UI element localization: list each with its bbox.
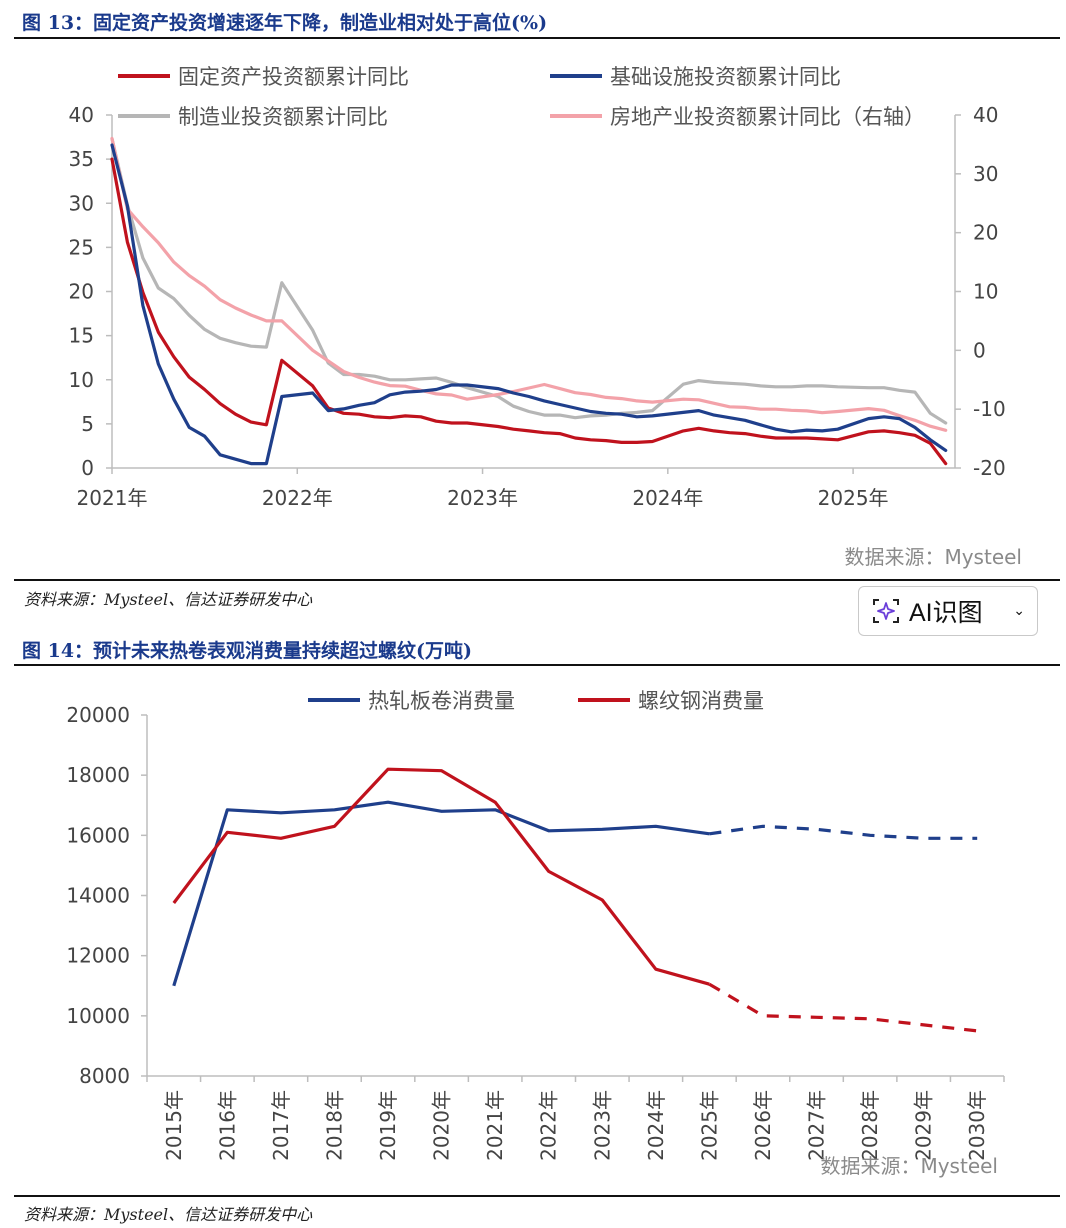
inner-source-label: 数据来源：Mysteel — [820, 1154, 998, 1178]
right-axis-tick-label: -10 — [973, 397, 1006, 421]
x-axis-tick-label: 2026年 — [751, 1090, 775, 1161]
x-axis-tick-label: 2025年 — [697, 1090, 721, 1161]
legend-label: 房地产业投资额累计同比（右轴） — [610, 105, 925, 129]
figure-13-chart: 0 5 10 15 20 25 30 35 40 -20 -10 0 10 20 30 40 2021年 2022… — [69, 65, 1022, 569]
x-axis-tick-label: 2023年 — [590, 1090, 614, 1161]
left-axis-tick-label: 10 — [69, 368, 94, 392]
ai-button-label: AI识图 — [909, 599, 983, 627]
x-axis-tick-label: 2016年 — [215, 1090, 239, 1161]
x-axis-tick-label: 2028年 — [858, 1090, 882, 1161]
right-axis-tick-label: 10 — [973, 280, 998, 304]
left-axis-tick-label: 5 — [81, 412, 94, 436]
x-axis-tick-label: 2025年 — [818, 486, 889, 510]
legend-label: 固定资产投资额累计同比 — [178, 65, 409, 89]
chevron-down-icon: ⌄ — [1013, 603, 1025, 619]
right-axis-tick-label: 20 — [973, 221, 998, 245]
x-axis-tick-label: 2019年 — [376, 1090, 400, 1161]
figure-14-title: 图 14：预计未来热卷表观消费量持续超过螺纹(万吨) — [22, 640, 473, 662]
right-axis-tick-label: 0 — [973, 338, 986, 362]
y-axis-tick-label: 20000 — [66, 703, 130, 727]
right-axis-tick-label: 40 — [973, 103, 998, 127]
left-axis-tick-label: 35 — [69, 147, 94, 171]
x-axis-tick-label: 2015年 — [162, 1090, 186, 1161]
figure-14-top-rule — [14, 664, 1060, 666]
line-series-1-forecast — [708, 982, 978, 1033]
left-axis-tick-label: 0 — [81, 456, 94, 480]
y-axis-tick-label: 16000 — [66, 823, 130, 847]
x-axis-tick-label: 2030年 — [965, 1090, 989, 1161]
figure-13-top-rule — [14, 37, 1060, 39]
legend-label: 基础设施投资额累计同比 — [610, 65, 841, 89]
right-axis-tick-label: -20 — [973, 456, 1006, 480]
x-axis-tick-label: 2017年 — [269, 1090, 293, 1161]
legend-label: 制造业投资额累计同比 — [178, 105, 388, 129]
sparkle-scan-icon — [873, 599, 899, 623]
figure-14-chart: 8000 10000 12000 14000 16000 18000 20000 2015年 2… — [66, 689, 1005, 1178]
left-axis-tick-label: 25 — [69, 235, 94, 259]
legend-label: 热轧板卷消费量 — [368, 689, 515, 713]
x-axis-tick-label: 2022年 — [537, 1090, 561, 1161]
inner-source-label: 数据来源：Mysteel — [844, 545, 1022, 569]
x-axis-tick-label: 2024年 — [644, 1090, 668, 1161]
y-axis-tick-label: 14000 — [66, 884, 130, 908]
y-axis-tick-label: 12000 — [66, 944, 130, 968]
line-series-2 — [110, 137, 948, 425]
left-axis-tick-label: 30 — [69, 191, 94, 215]
legend-label: 螺纹钢消费量 — [638, 689, 764, 713]
x-axis-tick-label: 2021年 — [77, 486, 148, 510]
x-axis-tick-label: 2024年 — [632, 486, 703, 510]
figure-13-bottom-rule — [14, 579, 1060, 581]
line-series-0-forecast — [709, 824, 978, 840]
figure-13-title: 图 13：固定资产投资增速逐年下降，制造业相对处于高位(%) — [22, 12, 548, 34]
x-axis-tick-label: 2018年 — [322, 1090, 346, 1161]
left-axis-tick-label: 15 — [69, 324, 94, 348]
x-axis-tick-label: 2029年 — [912, 1090, 936, 1161]
left-axis-tick-label: 20 — [69, 280, 94, 304]
figure-13-footer-source: 资料来源：Mysteel、信达证券研发中心 — [24, 590, 313, 609]
line-series-3 — [110, 136, 948, 432]
ai-image-recognition-button[interactable]: AI识图 ⌄ — [858, 586, 1038, 636]
x-axis-tick-label: 2021年 — [483, 1090, 507, 1161]
left-axis-tick-label: 40 — [69, 103, 94, 127]
x-axis-tick-label: 2023年 — [447, 486, 518, 510]
y-axis-tick-label: 18000 — [66, 763, 130, 787]
figure-14-footer-source: 资料来源：Mysteel、信达证券研发中心 — [24, 1205, 313, 1224]
x-axis-tick-label: 2022年 — [262, 486, 333, 510]
line-series-0-actual — [172, 800, 710, 987]
x-axis-tick-label: 2027年 — [805, 1090, 829, 1161]
right-axis-tick-label: 30 — [973, 162, 998, 186]
y-axis-tick-label: 10000 — [66, 1004, 130, 1028]
line-series-1 — [110, 143, 948, 466]
line-series-1-actual — [172, 767, 710, 986]
y-axis-tick-label: 8000 — [79, 1064, 130, 1088]
x-axis-tick-label: 2020年 — [430, 1090, 454, 1161]
figure-14-bottom-rule — [14, 1195, 1060, 1197]
line-series-0 — [110, 157, 948, 466]
